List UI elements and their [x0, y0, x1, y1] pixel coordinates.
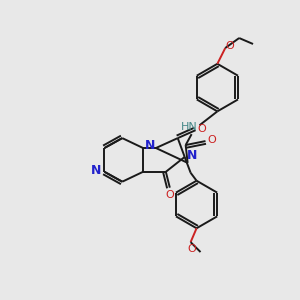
Text: O: O — [197, 124, 206, 134]
Text: HN: HN — [181, 122, 198, 132]
Text: N: N — [91, 164, 102, 177]
Text: O: O — [187, 244, 196, 254]
Text: O: O — [165, 190, 174, 200]
Text: O: O — [207, 135, 216, 145]
Text: N: N — [145, 139, 155, 152]
Text: O: O — [226, 41, 235, 51]
Text: N: N — [186, 149, 197, 162]
